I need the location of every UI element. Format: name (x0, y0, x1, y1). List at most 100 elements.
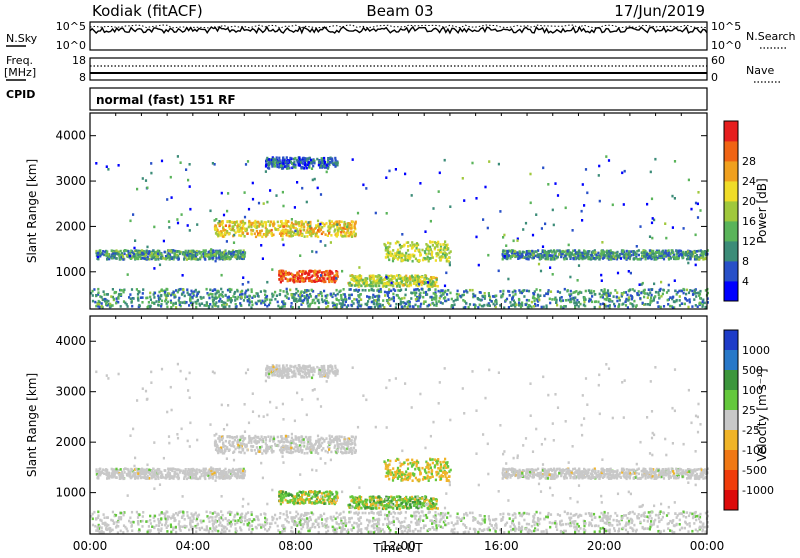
power-cell (234, 299, 236, 302)
power-cell (325, 295, 327, 298)
velocity-cell (178, 469, 180, 472)
power-cell (149, 292, 151, 295)
power-cell (250, 226, 252, 229)
power-cell (620, 257, 622, 260)
power-cell (285, 230, 287, 233)
power-cell (153, 302, 155, 305)
power-cell (320, 229, 322, 232)
power-cell (141, 249, 143, 252)
power-cell (488, 160, 490, 163)
velocity-cell (303, 441, 305, 444)
power-cell (197, 258, 199, 261)
velocity-cell (209, 476, 211, 479)
power-cell (161, 288, 163, 291)
power-cell (250, 229, 252, 232)
power-cell (218, 300, 220, 303)
power-cell (301, 234, 303, 237)
power-cell (556, 304, 558, 307)
power-cell (623, 253, 625, 256)
power-cell (334, 157, 336, 160)
power-cell (409, 258, 411, 261)
power-cell (373, 278, 375, 281)
power-cell (323, 165, 325, 168)
power-cell (579, 256, 581, 259)
power-cell (438, 190, 440, 193)
power-cell (115, 249, 117, 252)
power-cell (178, 250, 180, 253)
power-cell (153, 226, 155, 229)
velocity-cell (160, 476, 162, 479)
power-cell (92, 300, 94, 303)
power-cell (168, 255, 170, 258)
power-cell (412, 276, 414, 279)
power-cell (322, 301, 324, 304)
power-cell (448, 252, 450, 255)
power-cell (202, 296, 204, 299)
power-cell (157, 304, 159, 307)
power-cell (643, 255, 645, 258)
power-cell (174, 252, 176, 255)
power-cell (350, 227, 352, 230)
power-cell (544, 223, 546, 226)
power-cell (353, 289, 355, 292)
power-cell (177, 258, 179, 261)
power-cell (229, 257, 231, 260)
power-cell (366, 284, 368, 287)
power-cell (111, 257, 113, 260)
power-cell (158, 300, 160, 303)
power-cell (427, 247, 429, 250)
power-cell (674, 197, 676, 200)
power-cell (388, 170, 390, 173)
power-cell (253, 295, 255, 298)
power-cell (211, 293, 213, 296)
power-cell (200, 296, 202, 299)
y-tick-label: 4000 (55, 129, 86, 143)
power-cell (294, 230, 296, 233)
power-cell (211, 296, 213, 299)
power-cell (627, 299, 629, 302)
power-cell (432, 276, 434, 279)
power-cell (399, 289, 401, 292)
power-cell (597, 252, 599, 255)
power-cell (214, 253, 216, 256)
power-cell (414, 250, 416, 253)
power-cell (318, 164, 320, 167)
velocity-cell (135, 468, 137, 471)
power-cell (368, 289, 370, 292)
power-cell (521, 303, 523, 306)
power-cell (322, 277, 324, 280)
power-cell (234, 231, 236, 234)
power-cell (343, 288, 345, 291)
power-cell (333, 222, 335, 225)
power-cell (282, 191, 284, 194)
power-cell (368, 296, 370, 299)
power-cell (259, 223, 261, 226)
power-cell (619, 299, 621, 302)
power-cell (389, 242, 391, 245)
power-cell (353, 302, 355, 305)
power-cell (150, 172, 152, 175)
power-cell (282, 157, 284, 160)
power-cell (232, 295, 234, 298)
power-cell (526, 290, 528, 293)
power-cell (581, 252, 583, 255)
power-cell (318, 294, 320, 297)
power-cell (261, 236, 263, 239)
power-cell (327, 167, 329, 170)
power-cell (369, 306, 371, 309)
power-cell (227, 255, 229, 258)
power-cell (502, 290, 504, 293)
power-cell (331, 160, 333, 163)
power-cell (375, 284, 377, 287)
power-cell (291, 302, 293, 305)
power-cell (131, 305, 133, 308)
power-cell (327, 234, 329, 237)
power-cell (344, 293, 346, 296)
power-cell (561, 296, 563, 299)
power-cell (289, 157, 291, 160)
power-cell (417, 249, 419, 252)
power-cell (411, 241, 413, 244)
power-cell (396, 282, 398, 285)
velocity-cell (120, 468, 122, 471)
power-cell (471, 289, 473, 292)
